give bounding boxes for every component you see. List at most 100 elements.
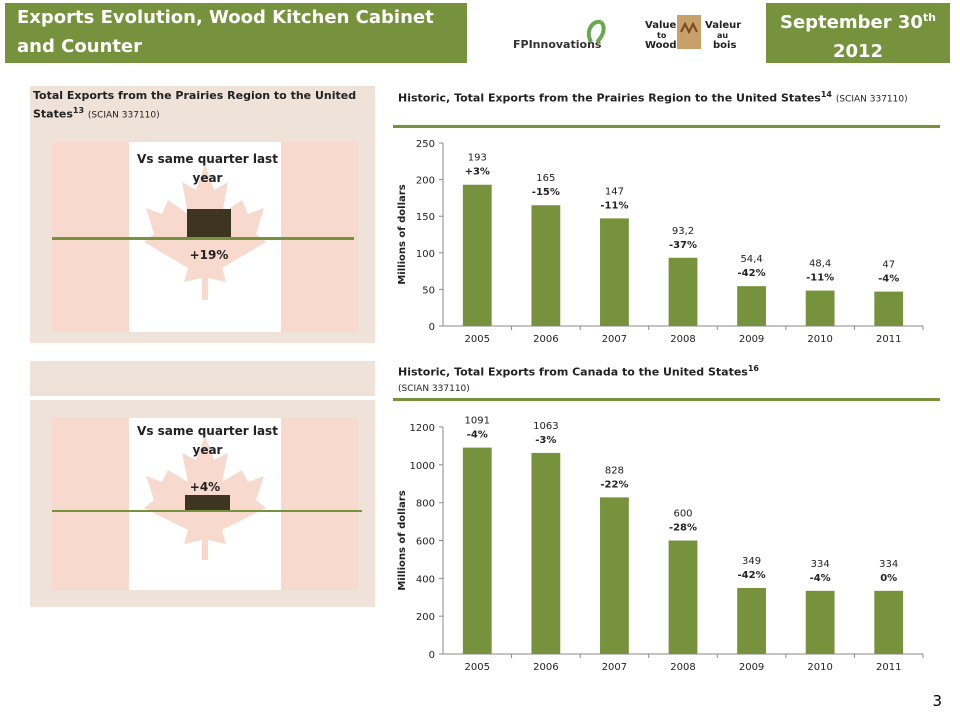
left-top-indicator-bar (187, 209, 231, 239)
y-tick-label: 0 (429, 322, 435, 333)
bar (805, 590, 835, 654)
y-tick-label: 600 (416, 537, 435, 548)
y-tick-label: 100 (416, 249, 435, 260)
y-tick-label: 200 (416, 612, 435, 623)
data-label-value: 193 (468, 153, 487, 164)
y-tick-label: 1200 (410, 423, 435, 434)
y-tick-label: 400 (416, 574, 435, 585)
value-to-wood-logo: Value to Wood Valeur au bois (645, 15, 741, 51)
chart2-title-sup: 16 (747, 364, 759, 373)
vtw-line2: to (657, 31, 667, 40)
data-label-change: -4% (467, 430, 488, 441)
data-label-change: -4% (810, 573, 831, 584)
y-tick-label: 0 (429, 650, 435, 661)
bar (874, 590, 904, 654)
x-tick-label: 2005 (465, 334, 490, 345)
data-label-value: 93,2 (672, 226, 694, 237)
data-label-value: 147 (605, 186, 624, 197)
y-tick-label: 250 (416, 139, 435, 150)
data-label-value: 47 (882, 260, 895, 271)
left-top-title-code: (SCIAN 337110) (87, 110, 160, 121)
bar (874, 291, 904, 326)
data-label-change: -3% (535, 435, 556, 446)
left-top-panel: Vs same quarter last year +19% (30, 126, 375, 343)
bar (462, 184, 492, 326)
chart2-title-code: (SCIAN 337110) (398, 383, 470, 394)
y-tick-label: 200 (416, 176, 435, 187)
data-label-change: -42% (738, 268, 766, 279)
data-label-change: 0% (880, 573, 897, 584)
x-tick-label: 2007 (602, 334, 627, 345)
date-sup: th (922, 11, 936, 24)
x-tick-label: 2008 (670, 662, 695, 673)
chart1-title-text: Historic, Total Exports from the Prairie… (398, 91, 821, 105)
chart2-title-text: Historic, Total Exports from Canada to t… (398, 365, 748, 379)
x-tick-label: 2009 (739, 334, 764, 345)
vtw-line1: Value (645, 20, 676, 31)
chart1-divider (393, 125, 940, 128)
data-label-change: -37% (669, 240, 697, 251)
chart2-divider (393, 398, 940, 401)
logos: FPInnovations Value to Wood Valeur au bo… (505, 12, 755, 57)
y-axis-label: Millions of dollars (397, 490, 408, 590)
x-tick-label: 2008 (670, 334, 695, 345)
x-tick-label: 2010 (807, 334, 832, 345)
x-tick-label: 2009 (739, 662, 764, 673)
x-tick-label: 2007 (602, 662, 627, 673)
vtw-line3: Wood (645, 40, 677, 51)
chart1-title-code: (SCIAN 337110) (835, 94, 908, 105)
date-line2: 2012 (832, 41, 884, 62)
data-label-value: 48,4 (809, 259, 831, 270)
left-top-title: Total Exports from the Prairies Region t… (33, 88, 373, 124)
left-top-indicator-label: Vs same quarter last year (137, 152, 278, 185)
data-label-change: -11% (806, 273, 834, 284)
x-tick-label: 2005 (465, 662, 490, 673)
left-bottom-indicator-label: Vs same quarter last year (137, 424, 278, 457)
data-label-change: -11% (600, 200, 628, 211)
data-label-change: -28% (669, 523, 697, 534)
data-label-value: 600 (673, 509, 692, 520)
left-bottom-indicator-value: +4% (189, 480, 221, 494)
left-bottom-baseline (52, 510, 362, 512)
page-title: Exports Evolution, Wood Kitchen Cabinet … (5, 3, 467, 63)
bar (462, 447, 492, 654)
y-axis-label: Millions of dollars (397, 184, 408, 284)
bar (737, 587, 766, 654)
left-bottom-panel: Vs same quarter last year +4% (30, 400, 375, 607)
data-label-value: 349 (742, 556, 761, 567)
bar (600, 218, 629, 326)
left-top-baseline (52, 237, 354, 240)
x-tick-label: 2011 (876, 334, 901, 345)
chart1-title-sup: 14 (820, 90, 832, 99)
data-label-value: 165 (536, 173, 555, 184)
x-tick-label: 2010 (807, 662, 832, 673)
page-title-text: Exports Evolution, Wood Kitchen Cabinet … (17, 7, 434, 57)
data-label-value: 334 (811, 559, 830, 570)
x-tick-label: 2006 (533, 662, 558, 673)
chart1: 0 50 100 150 200 250 Millions of dollars 2005 19… (397, 139, 924, 345)
x-tick-label: 2006 (533, 334, 558, 345)
bar (531, 452, 561, 654)
data-label-value: 334 (879, 559, 898, 570)
vab-line3: bois (713, 40, 736, 51)
left-top-title-sup: 13 (72, 106, 85, 115)
data-label-value: 1063 (533, 421, 558, 432)
chart2: 0 200 400 600 800 1000 1200 Millions of dollars… (397, 416, 924, 673)
vab-line1: Valeur (705, 20, 741, 31)
left-bottom-indicator-bar (185, 495, 230, 510)
chart2-title: Historic, Total Exports from Canada to t… (398, 361, 938, 397)
bar (805, 290, 835, 326)
data-label-change: -42% (738, 570, 766, 581)
bar (668, 540, 698, 654)
fpinnovations-icon (586, 19, 606, 44)
bar (668, 257, 698, 326)
left-bottom-title-bg (30, 361, 375, 396)
logos-graphic: FPInnovations Value to Wood Valeur au bo… (513, 15, 741, 51)
data-label-value: 54,4 (740, 254, 762, 265)
x-tick-label: 2011 (876, 662, 901, 673)
fpinnovations-logo-text: FPInnovations (513, 38, 602, 51)
data-label-change: -4% (878, 274, 899, 285)
date-line1: September 30 (779, 12, 923, 33)
data-label-change: +3% (465, 167, 490, 178)
data-label-value: 1091 (465, 416, 490, 427)
